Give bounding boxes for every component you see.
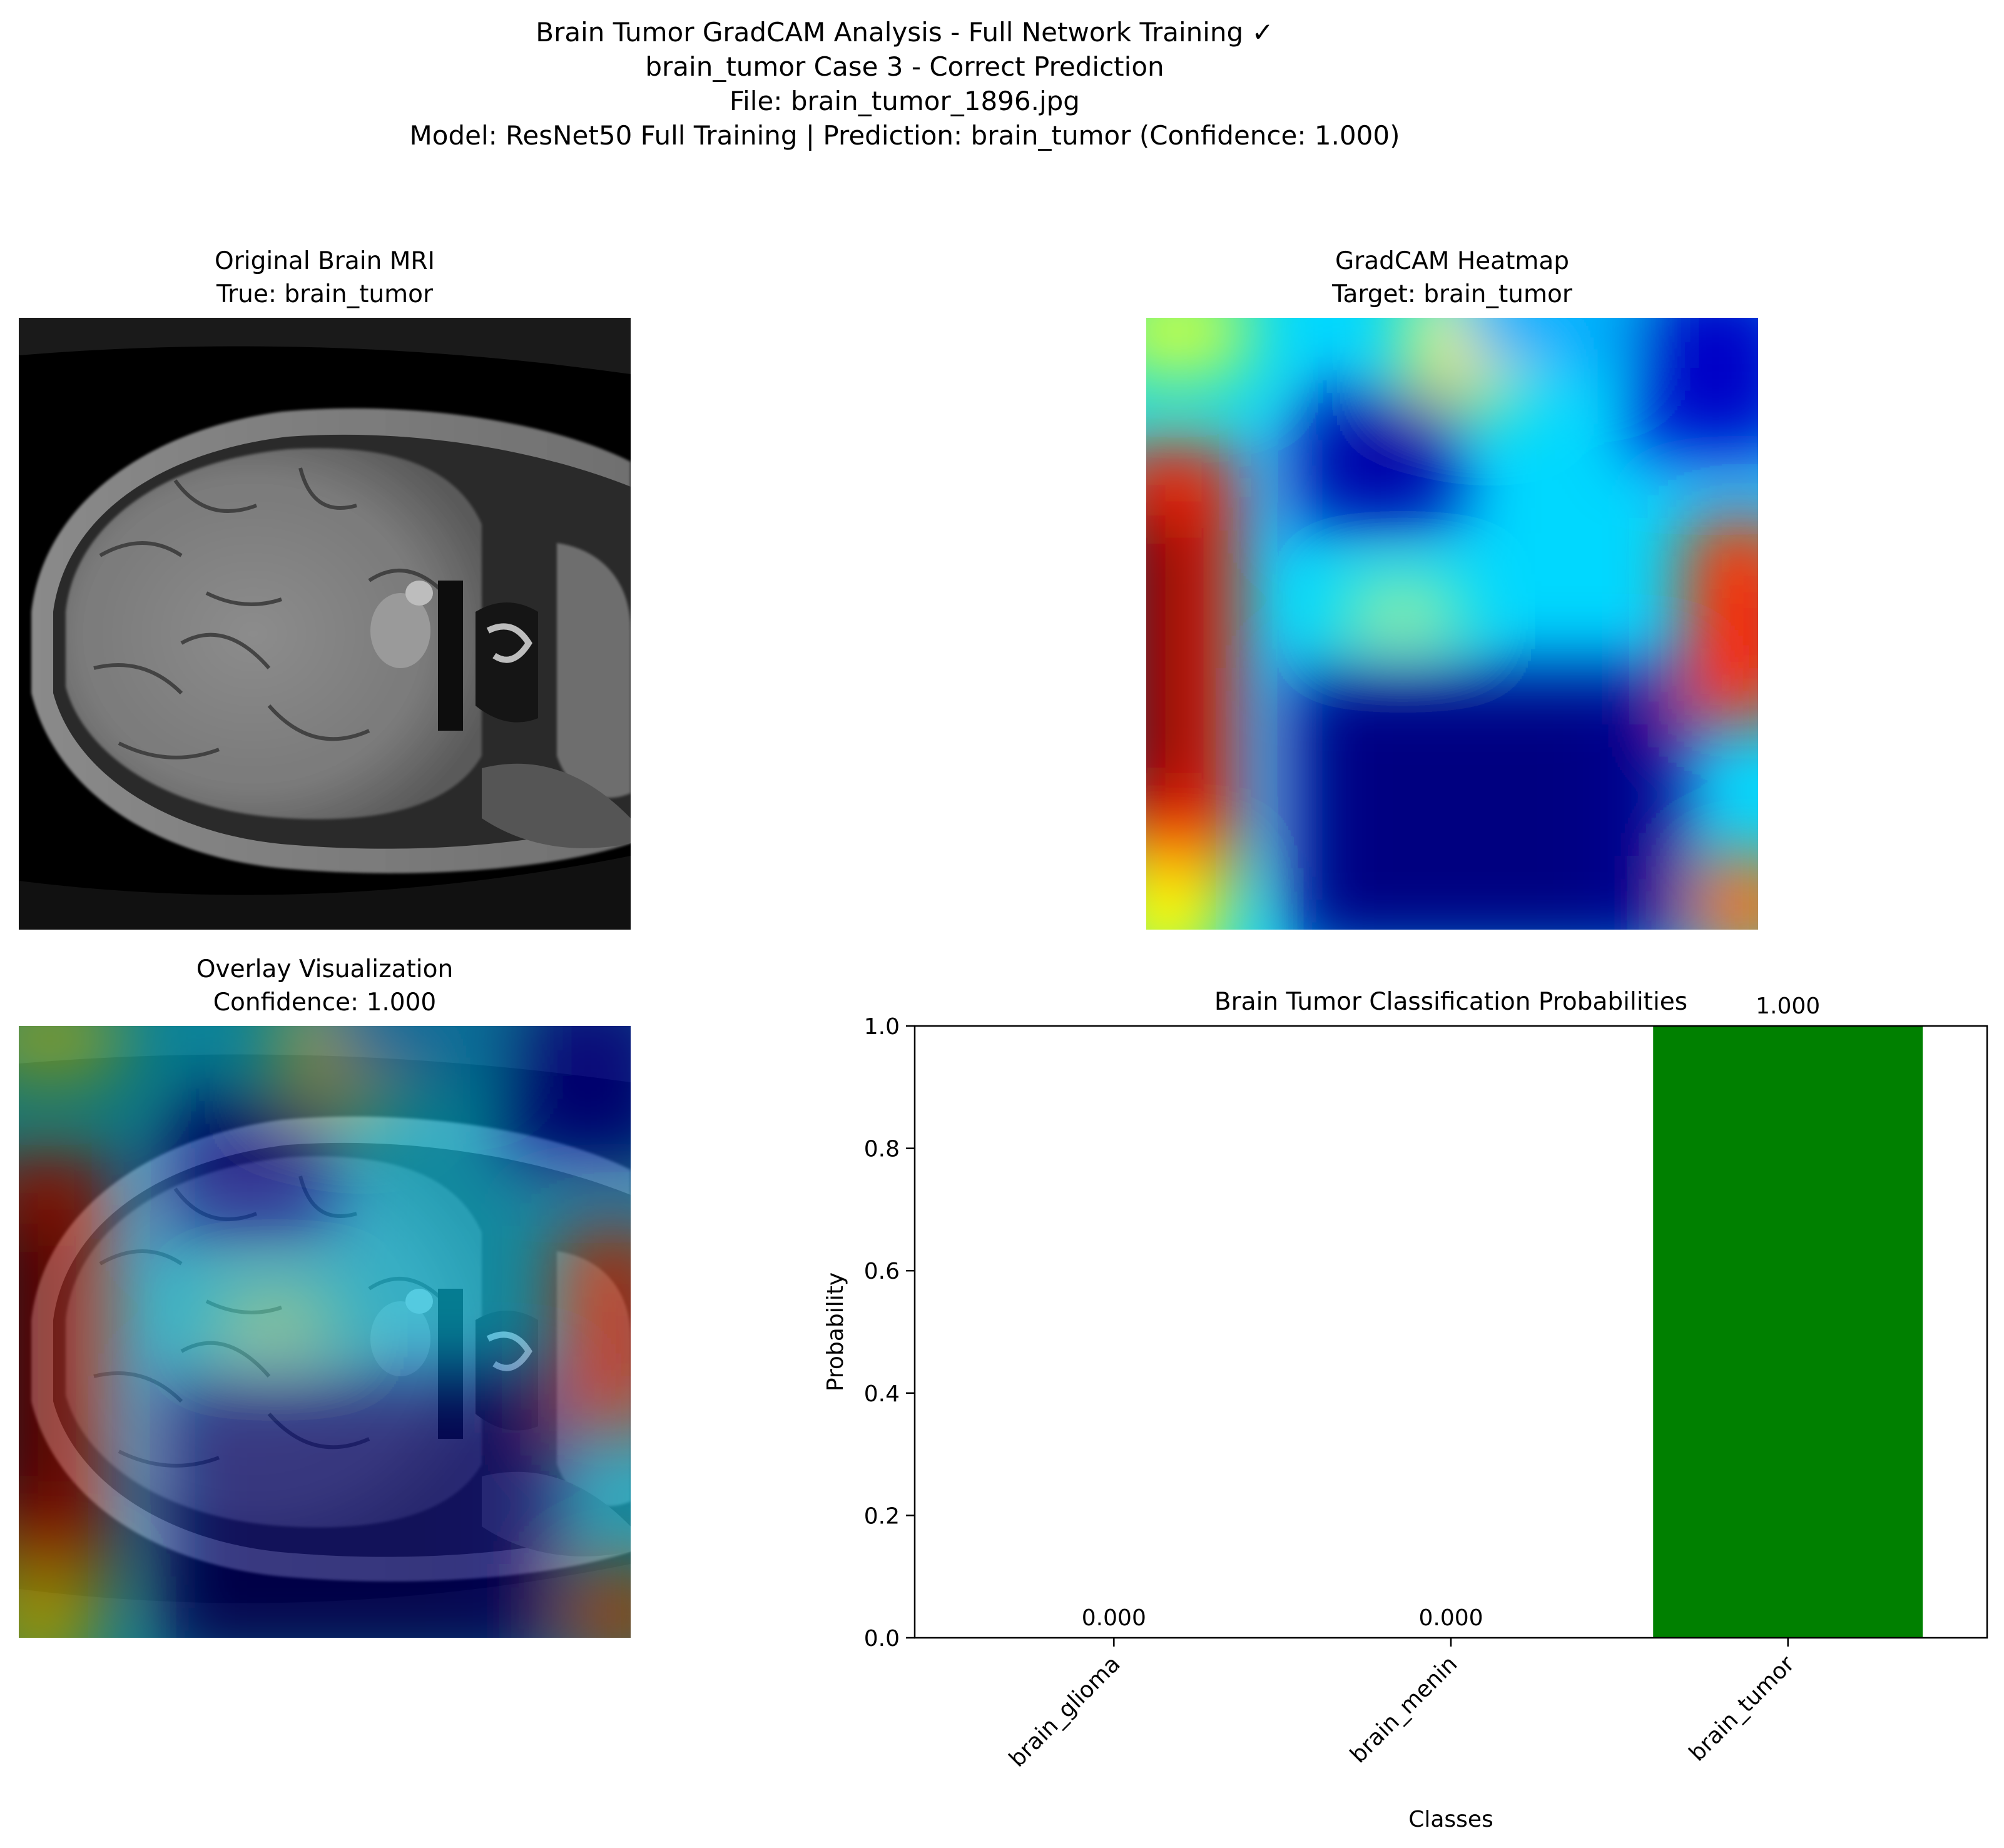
bar-value-label-brain_glioma: 0.000	[1082, 1605, 1146, 1631]
y-tick-label-2: 0.4	[864, 1381, 900, 1407]
chart-axes-frame	[913, 1025, 1988, 1639]
original-mri-image	[19, 318, 631, 930]
y-tick-label-5: 1.0	[864, 1014, 900, 1040]
y-tick-label-4: 0.8	[864, 1137, 900, 1162]
chart-y-axis-label: Probability	[823, 1272, 848, 1391]
suptitle-line-1: Brain Tumor GradCAM Analysis - Full Netw…	[536, 17, 1274, 48]
heatmap-title: GradCAM Heatmap	[1335, 247, 1569, 275]
y-tick-label-1: 0.2	[864, 1503, 900, 1529]
bar-value-label-brain_tumor: 1.000	[1756, 993, 1820, 1019]
suptitle-line-2: brain_tumor Case 3 - Correct Prediction	[645, 51, 1164, 82]
chart-title: Brain Tumor Classification Probabilities	[1214, 988, 1687, 1016]
bar-brain_tumor	[1653, 1026, 1923, 1638]
suptitle-line-3: File: brain_tumor_1896.jpg	[730, 86, 1080, 116]
overlay-subtitle: Confidence: 1.000	[213, 988, 436, 1017]
bar-value-label-brain_menin: 0.000	[1418, 1605, 1483, 1631]
overlay-image	[0, 988, 669, 1677]
y-tick-label-3: 0.6	[864, 1259, 900, 1284]
y-tick-label-0: 0.0	[864, 1626, 900, 1652]
suptitle-line-4: Model: ResNet50 Full Training | Predicti…	[410, 120, 1400, 151]
gradcam-heatmap-image	[1109, 280, 1797, 968]
x-tick-label-brain_menin: brain_menin	[1345, 1651, 1462, 1768]
heatmap-subtitle: Target: brain_tumor	[1331, 280, 1573, 308]
x-tick-label-brain_tumor: brain_tumor	[1684, 1651, 1799, 1766]
x-tick-label-brain_glioma: brain_glioma	[1004, 1651, 1125, 1772]
chart-x-axis-label: Classes	[1408, 1807, 1493, 1832]
original-mri-title: Original Brain MRI	[215, 247, 435, 275]
classification-probability-chart: Brain Tumor Classification Probabilities…	[823, 988, 1988, 1832]
original-mri-subtitle: True: brain_tumor	[216, 280, 434, 308]
overlay-title: Overlay Visualization	[196, 955, 453, 983]
